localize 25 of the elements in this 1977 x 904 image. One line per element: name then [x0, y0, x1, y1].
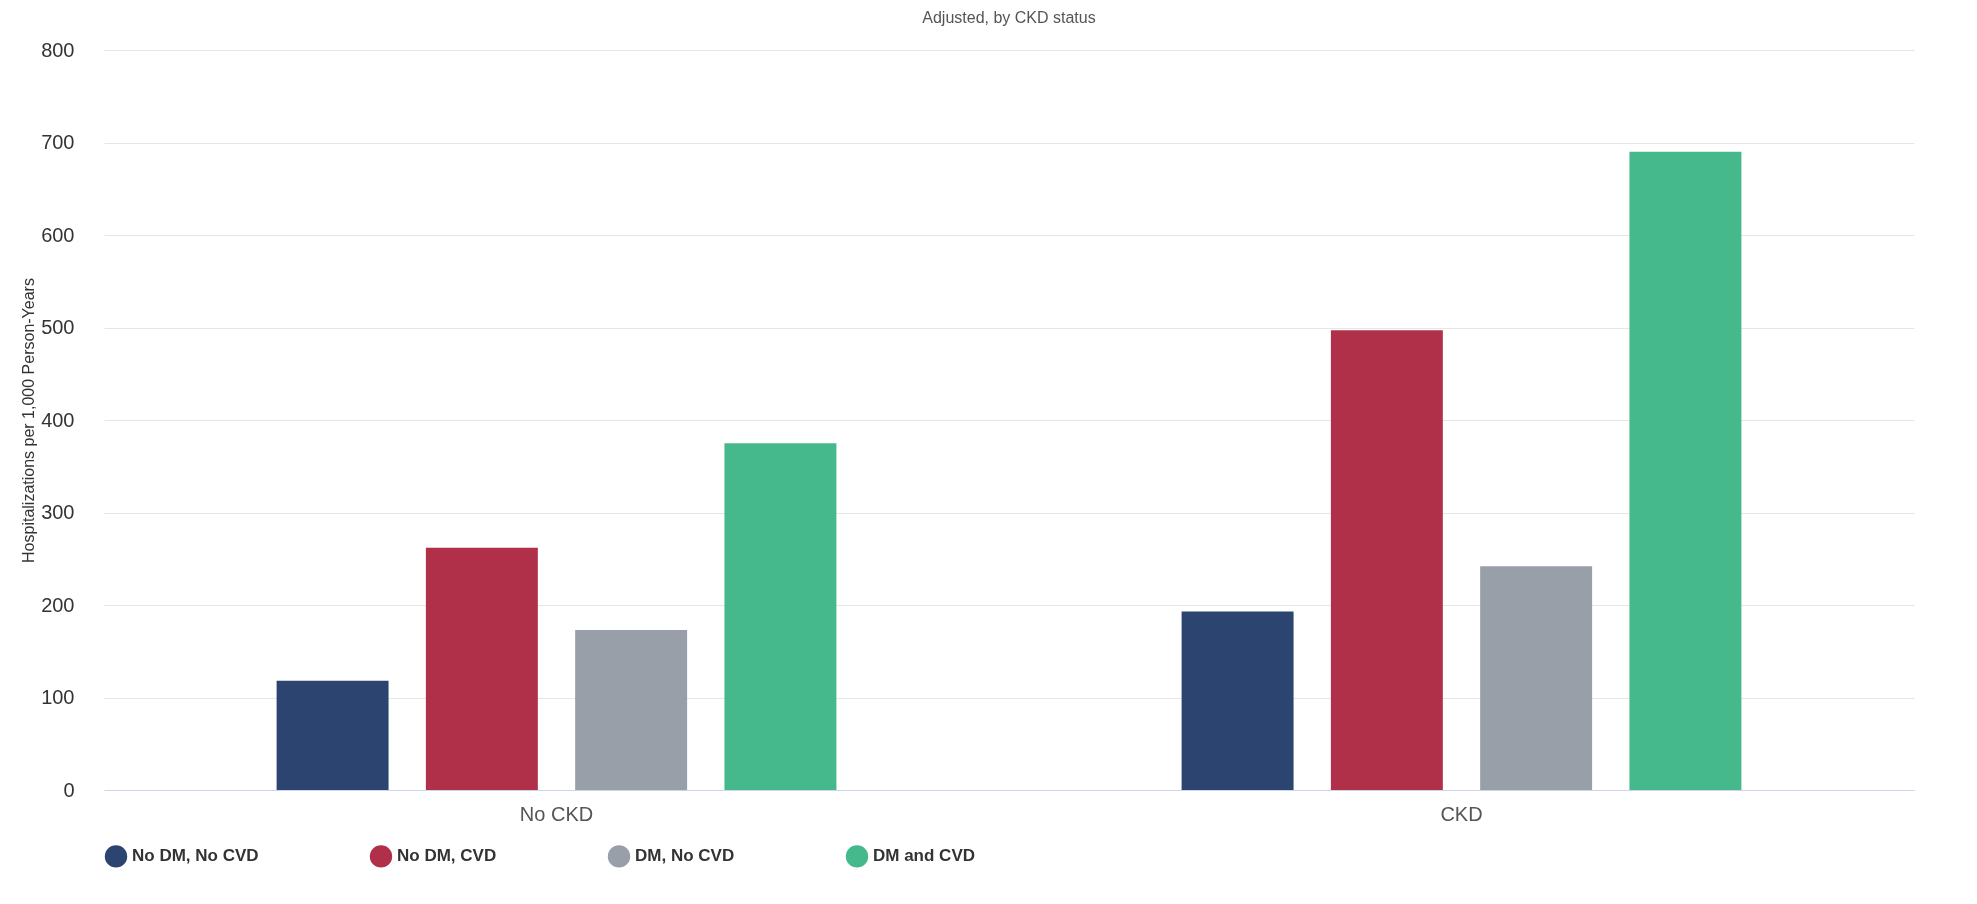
bar — [1480, 566, 1593, 790]
y-tick-label: 600 — [41, 223, 75, 246]
y-tick-label: 500 — [41, 316, 75, 338]
bar — [575, 629, 688, 790]
bar — [724, 443, 837, 790]
chart-title: Adjusted, by CKD status — [922, 9, 1096, 26]
bar — [1181, 611, 1294, 790]
y-tick-label: 700 — [41, 131, 75, 153]
y-tick-label: 200 — [41, 593, 75, 616]
legend-label: DM and CVD — [873, 846, 975, 866]
y-tick-label: 300 — [41, 501, 75, 523]
legend-label: No DM, CVD — [397, 846, 497, 866]
y-tick-label: 400 — [41, 408, 75, 431]
bar — [1330, 330, 1443, 790]
y-axis-title: Hospitalizations per 1,000 Person-Years — [20, 278, 38, 563]
legend-label: DM, No CVD — [635, 846, 735, 866]
bar — [276, 680, 389, 790]
bar — [425, 547, 538, 790]
y-tick-label: 800 — [41, 38, 75, 61]
x-tick-label: No CKD — [519, 802, 594, 825]
legend-label: No DM, No CVD — [132, 846, 259, 866]
y-tick-label: 0 — [63, 778, 75, 801]
bar — [1629, 151, 1742, 790]
x-tick-label: CKD — [1440, 802, 1483, 825]
y-tick-label: 100 — [41, 686, 75, 708]
